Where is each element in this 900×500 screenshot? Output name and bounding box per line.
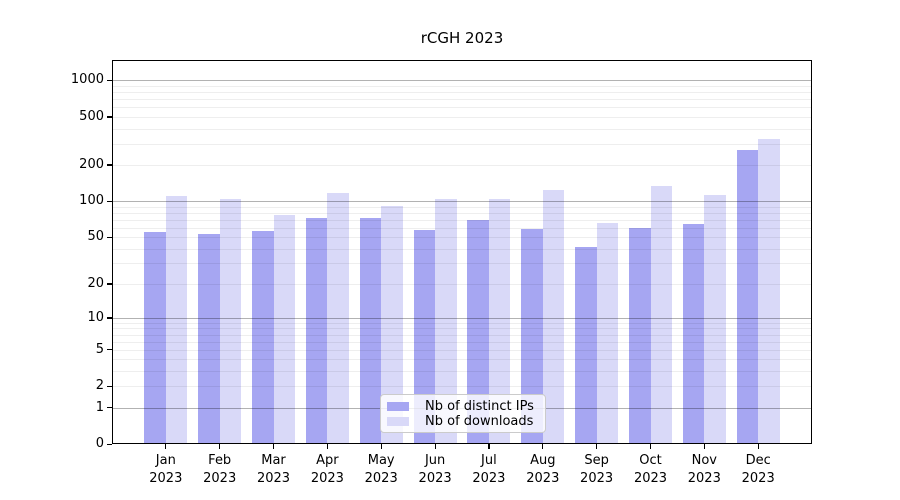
y-tick-mark — [107, 283, 112, 285]
y-tick-label: 1 — [95, 399, 104, 415]
bar-downloads-sep — [596, 222, 619, 444]
y-tick-mark — [107, 236, 112, 238]
bar-downloads-may — [381, 205, 403, 444]
bar-downloads-oct — [650, 185, 672, 444]
bar-downloads-feb — [219, 198, 242, 444]
x-tick-mark — [596, 444, 598, 449]
bar-downloads-aug — [542, 189, 565, 444]
bar-downloads-mar — [273, 215, 295, 444]
x-tick-label-jul: Jul 2023 — [472, 453, 506, 486]
legend: Nb of distinct IPs Nb of downloads — [380, 394, 546, 433]
y-tick-label: 100 — [79, 193, 104, 209]
x-tick-mark — [219, 444, 221, 449]
chart-title: rCGH 2023 — [420, 29, 504, 47]
y-tick-label: 20 — [87, 275, 104, 291]
bar-distinct-ips-feb — [198, 234, 220, 444]
x-tick-mark — [434, 444, 436, 449]
bar-distinct-ips-jun — [413, 230, 436, 444]
y-tick-mark — [107, 317, 112, 319]
legend-label-downloads: Nb of downloads — [425, 414, 534, 429]
y-tick-label: 200 — [79, 156, 104, 172]
bar-downloads-jul — [488, 198, 511, 444]
x-tick-mark — [488, 444, 490, 449]
y-tick-label: 10 — [87, 309, 104, 325]
y-tick-mark — [107, 116, 112, 118]
x-tick-label-feb: Feb 2023 — [203, 453, 237, 486]
y-tick-mark — [107, 200, 112, 202]
bar-distinct-ips-sep — [575, 247, 597, 444]
bar-distinct-ips-nov — [682, 224, 705, 444]
x-tick-mark — [703, 444, 705, 449]
x-tick-mark — [380, 444, 382, 449]
x-tick-label-oct: Oct 2023 — [633, 453, 668, 486]
bar-distinct-ips-apr — [305, 217, 328, 444]
legend-swatch-distinct-ips — [387, 402, 409, 411]
bar-downloads-dec — [758, 138, 780, 444]
x-tick-label-jan: Jan 2023 — [149, 453, 183, 486]
y-tick-label: 2 — [95, 378, 104, 394]
bar-distinct-ips-jul — [467, 219, 489, 444]
x-tick-mark — [326, 444, 329, 449]
x-tick-mark — [165, 444, 167, 449]
x-tick-mark — [542, 444, 544, 449]
bar-distinct-ips-may — [359, 217, 382, 444]
bar-distinct-ips-jan — [144, 232, 166, 444]
x-tick-mark — [272, 444, 275, 449]
bar-downloads-nov — [704, 195, 726, 444]
legend-row: Nb of distinct IPs — [387, 399, 538, 414]
y-tick-mark — [107, 443, 112, 445]
y-tick-mark — [107, 385, 112, 387]
y-tick-label: 500 — [79, 108, 104, 124]
x-tick-label-dec: Dec 2023 — [741, 453, 775, 486]
y-tick-mark — [107, 79, 112, 82]
bar-distinct-ips-dec — [736, 150, 759, 444]
y-tick-mark — [107, 407, 112, 409]
bar-distinct-ips-oct — [629, 227, 651, 444]
bar-distinct-ips-aug — [521, 228, 543, 444]
x-tick-label-apr: Apr 2023 — [310, 453, 344, 486]
legend-row: Nb of downloads — [387, 414, 538, 429]
legend-swatch-downloads — [387, 417, 409, 426]
x-tick-label-mar: Mar 2023 — [256, 453, 291, 486]
y-tick-label: 5 — [95, 341, 104, 357]
x-tick-label-nov: Nov 2023 — [687, 453, 721, 486]
y-tick-mark — [107, 349, 112, 351]
x-tick-label-aug: Aug 2023 — [526, 453, 560, 486]
y-tick-mark — [107, 164, 112, 166]
bar-downloads-apr — [327, 192, 349, 444]
legend-label-distinct-ips: Nb of distinct IPs — [425, 399, 534, 414]
y-tick-label: 50 — [87, 229, 104, 245]
bars-layer — [112, 60, 812, 444]
x-tick-label-sep: Sep 2023 — [580, 453, 614, 486]
y-tick-label: 1000 — [70, 72, 104, 88]
x-tick-label-jun: Jun 2023 — [418, 453, 452, 486]
bar-downloads-jan — [165, 196, 188, 444]
x-tick-mark — [649, 444, 652, 449]
y-tick-label: 0 — [95, 436, 104, 451]
bar-distinct-ips-mar — [252, 231, 274, 444]
bar-downloads-jun — [435, 199, 457, 444]
plot-area — [112, 60, 812, 444]
x-tick-mark — [757, 444, 759, 449]
x-tick-label-may: May 2023 — [364, 453, 398, 486]
